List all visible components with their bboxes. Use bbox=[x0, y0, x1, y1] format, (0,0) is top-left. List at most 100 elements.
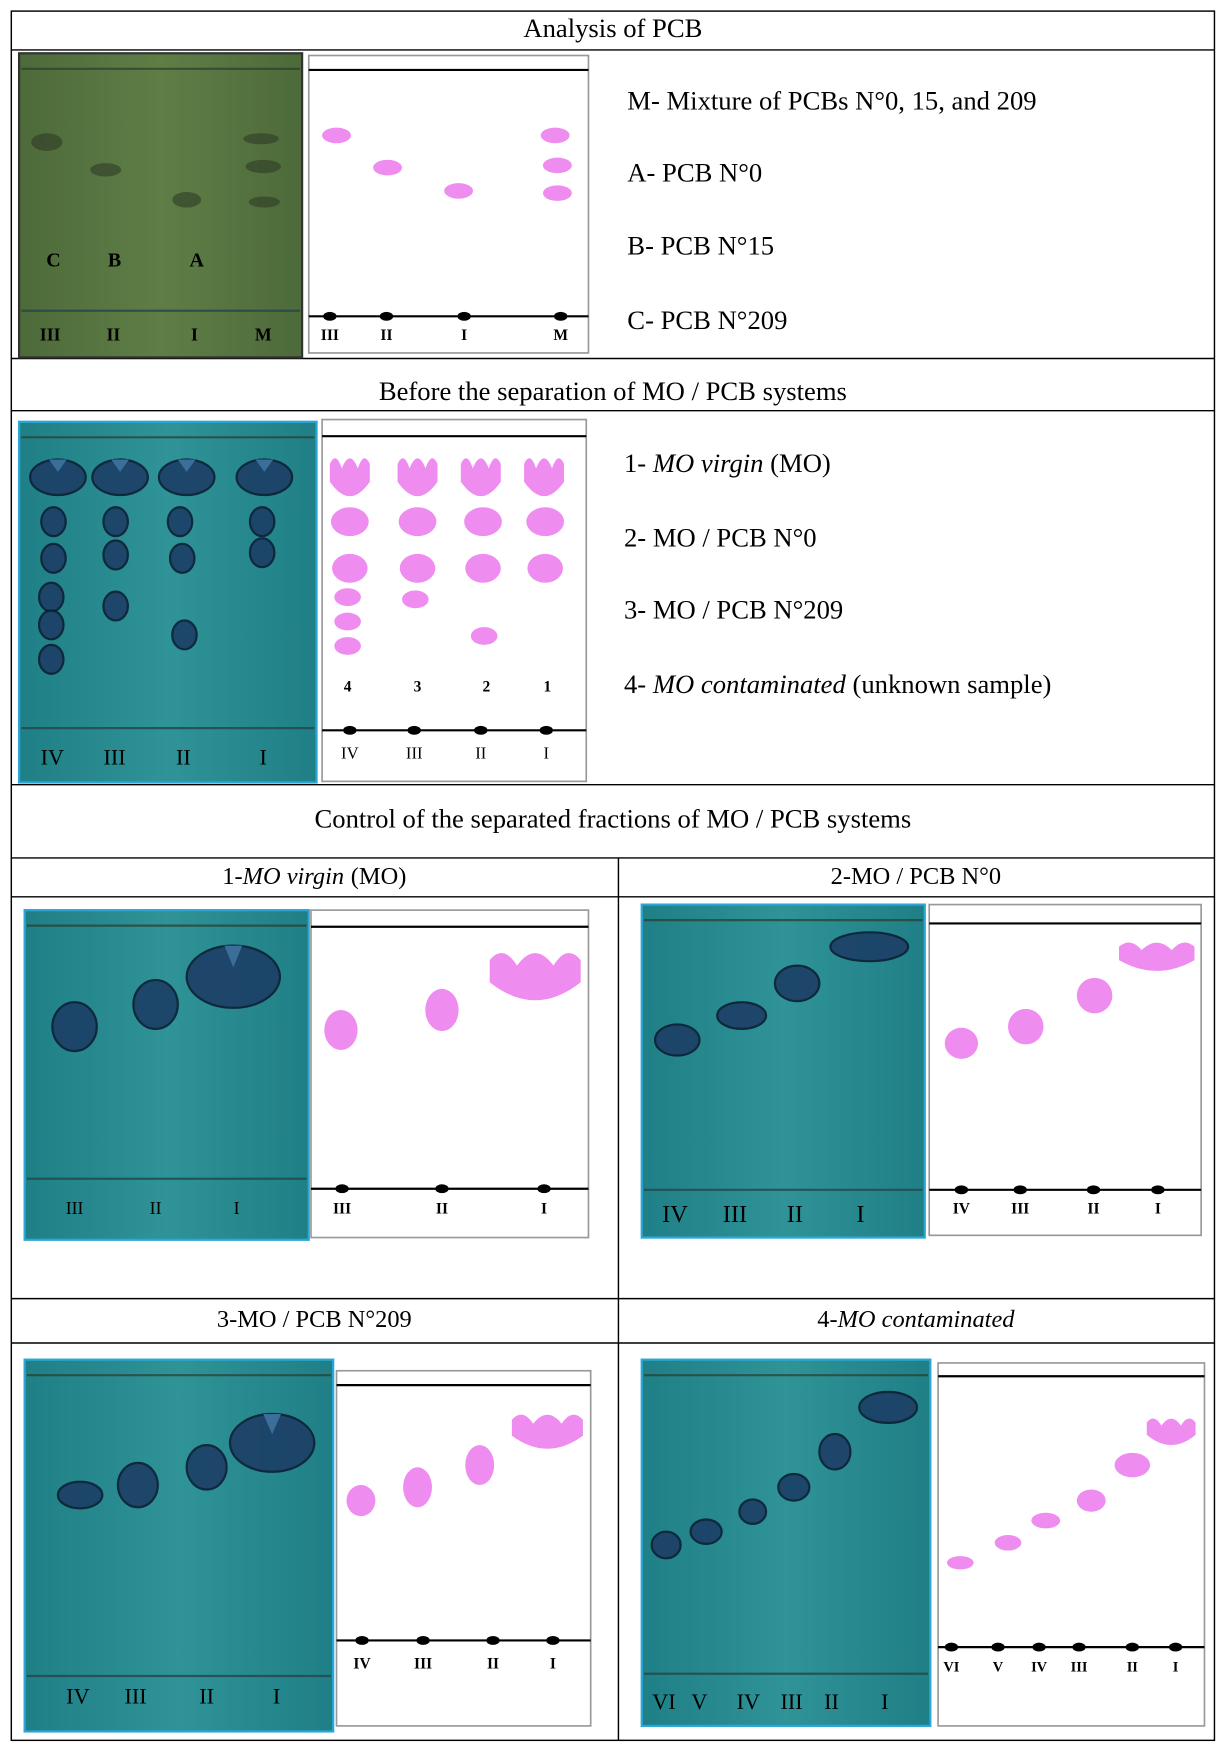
spot bbox=[248, 196, 280, 208]
origin-dot bbox=[1151, 1185, 1165, 1195]
rich-text: 2-MO / PCB N°0 bbox=[624, 523, 817, 553]
spot bbox=[330, 507, 369, 537]
lane-label: V bbox=[691, 1689, 707, 1714]
lane-label: II bbox=[380, 327, 392, 344]
lane-label: III bbox=[103, 744, 125, 769]
lane-label: II bbox=[1127, 1660, 1139, 1676]
lane-label: III bbox=[406, 744, 423, 763]
spot bbox=[185, 1443, 228, 1491]
lane-label: II bbox=[1087, 1200, 1099, 1217]
lane-label: I bbox=[1173, 1660, 1179, 1676]
origin-dot bbox=[1168, 1642, 1183, 1652]
lane-label: II bbox=[107, 324, 121, 344]
section-title: Control of the separated fractions of MO… bbox=[315, 803, 912, 833]
spot bbox=[425, 988, 459, 1032]
lane-label: M bbox=[553, 327, 568, 344]
rich-text: 4- MO contaminated (unknown sample) bbox=[624, 669, 1051, 699]
spot bbox=[40, 542, 67, 574]
spot-notch bbox=[263, 1414, 282, 1435]
item-text: MO / PCB N°0 bbox=[851, 863, 1001, 890]
spot-notch bbox=[224, 945, 243, 968]
item-number: 2- bbox=[624, 523, 646, 553]
spot bbox=[540, 127, 570, 144]
legend-item: C- PCB N°209 bbox=[627, 305, 787, 335]
lane-label: I bbox=[273, 1683, 280, 1708]
spot bbox=[248, 537, 276, 569]
sample-number: 1 bbox=[544, 679, 552, 696]
spot-crown bbox=[460, 458, 501, 497]
spot bbox=[373, 159, 403, 176]
spot bbox=[37, 609, 65, 641]
lane-label: I bbox=[541, 1200, 547, 1217]
origin-dot bbox=[1032, 1642, 1046, 1652]
spot-notch bbox=[177, 459, 196, 472]
lane-label: I bbox=[856, 1201, 864, 1228]
spot bbox=[829, 931, 910, 963]
lane-label: II bbox=[199, 1683, 214, 1708]
origin-dot bbox=[1072, 1642, 1086, 1652]
lane-label: II bbox=[475, 744, 486, 763]
spot bbox=[542, 185, 572, 201]
origin-dot bbox=[954, 1185, 969, 1195]
origin-dot bbox=[486, 1636, 500, 1645]
item-text: (MO) bbox=[351, 863, 407, 890]
origin-dot bbox=[554, 311, 568, 321]
lane-label: I bbox=[260, 744, 267, 769]
spot bbox=[56, 1480, 104, 1510]
item-number: 2- bbox=[831, 863, 851, 890]
lane-label: II bbox=[824, 1689, 839, 1714]
origin-dot bbox=[457, 311, 471, 321]
spot bbox=[334, 637, 361, 655]
item-number: 1- bbox=[624, 448, 646, 478]
spot bbox=[399, 553, 436, 583]
spot bbox=[322, 127, 351, 144]
spot-crown bbox=[397, 458, 438, 497]
spot bbox=[248, 506, 276, 538]
lane-label: III bbox=[321, 327, 339, 344]
spot bbox=[40, 506, 67, 538]
rich-text: 1-MO virgin (MO) bbox=[222, 863, 406, 890]
origin-dot bbox=[537, 1184, 551, 1194]
rich-text: 3-MO / PCB N°209 bbox=[624, 595, 843, 625]
spot bbox=[37, 643, 65, 675]
spot bbox=[402, 590, 429, 609]
spot bbox=[653, 1023, 701, 1057]
legend-item: A- PCB N°0 bbox=[627, 157, 762, 187]
spot-notch bbox=[255, 459, 274, 472]
spot bbox=[777, 1472, 811, 1502]
lane-label: II bbox=[176, 744, 191, 769]
lane-label: IV bbox=[1031, 1660, 1048, 1676]
tlc-plate-scheme bbox=[307, 54, 590, 354]
spot bbox=[102, 506, 129, 538]
spot-crown bbox=[1146, 1418, 1196, 1445]
spot bbox=[470, 627, 498, 645]
item-text: MO / PCB N°209 bbox=[237, 1305, 412, 1332]
legend-item: M- Mixture of PCBs N°0, 15, and 209 bbox=[627, 85, 1036, 115]
spot bbox=[542, 157, 572, 174]
spot bbox=[332, 553, 368, 583]
spot bbox=[324, 1010, 358, 1050]
spot bbox=[689, 1518, 723, 1545]
item-number: 4- bbox=[817, 1305, 837, 1332]
lane-label: I bbox=[1155, 1200, 1161, 1217]
spot bbox=[168, 542, 196, 574]
rich-text: 4-MO contaminated bbox=[817, 1305, 1015, 1332]
lane-label: III bbox=[1011, 1200, 1029, 1217]
lane-label: I bbox=[234, 1198, 240, 1218]
spot bbox=[1076, 1489, 1106, 1512]
origin-dot bbox=[335, 1184, 349, 1194]
lane-label: III bbox=[333, 1200, 351, 1217]
spot bbox=[102, 539, 129, 571]
lane-label: IV bbox=[41, 744, 64, 769]
section-title: Before the separation of MO / PCB system… bbox=[379, 376, 847, 406]
item-text: MO / PCB N°209 bbox=[653, 595, 843, 625]
spot bbox=[944, 1027, 979, 1059]
spot bbox=[527, 553, 563, 583]
spot bbox=[994, 1535, 1022, 1551]
origin-dot bbox=[323, 311, 337, 321]
spot bbox=[526, 507, 565, 537]
origin-dot bbox=[539, 725, 553, 735]
